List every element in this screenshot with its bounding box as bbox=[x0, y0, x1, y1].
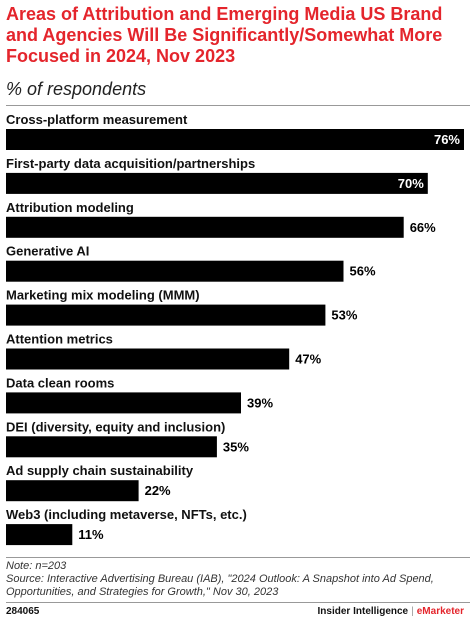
category-label: Cross-platform measurement bbox=[6, 112, 188, 127]
bar bbox=[6, 392, 241, 414]
bar bbox=[6, 524, 73, 546]
category-label: DEI (diversity, equity and inclusion) bbox=[6, 419, 225, 434]
value-label: 76% bbox=[434, 132, 460, 147]
chart-notes: Note: n=203 Source: Interactive Advertis… bbox=[6, 560, 466, 599]
value-label: 47% bbox=[295, 352, 321, 367]
bar bbox=[6, 260, 344, 282]
bar bbox=[6, 304, 326, 326]
chart-title: Areas of Attribution and Emerging Media … bbox=[6, 4, 443, 66]
bar bbox=[6, 348, 290, 370]
value-label: 56% bbox=[350, 264, 376, 279]
brand-name: Insider Intelligence bbox=[317, 606, 409, 617]
category-label: Web3 (including metaverse, NFTs, etc.) bbox=[6, 507, 247, 522]
bar bbox=[6, 216, 404, 238]
brand-separator: | bbox=[411, 606, 414, 617]
value-label: 53% bbox=[331, 308, 357, 323]
header-divider bbox=[6, 105, 470, 106]
value-label: 66% bbox=[410, 220, 436, 235]
category-label: Ad supply chain sustainability bbox=[6, 463, 194, 478]
value-label: 70% bbox=[398, 176, 424, 191]
category-label: Attribution modeling bbox=[6, 200, 134, 215]
category-label: Marketing mix modeling (MMM) bbox=[6, 288, 200, 303]
chart-subtitle: % of respondents bbox=[6, 79, 147, 99]
footer-divider bbox=[6, 602, 470, 603]
source-note: Source: Interactive Advertising Bureau (… bbox=[6, 573, 434, 598]
value-label: 22% bbox=[145, 483, 171, 498]
value-label: 35% bbox=[223, 439, 249, 454]
bar bbox=[6, 172, 428, 194]
category-label: Attention metrics bbox=[6, 332, 113, 347]
sample-note: Note: n=203 bbox=[6, 560, 67, 572]
bar bbox=[6, 129, 464, 150]
bar bbox=[6, 480, 139, 502]
bar-chart: Cross-platform measurement 76% First-party… bbox=[6, 112, 464, 546]
brand-credit: Insider Intelligence | eMarketer bbox=[318, 606, 464, 617]
category-label: First-party data acquisition/partnership… bbox=[6, 156, 255, 171]
brand-emarketer: eMarketer bbox=[416, 606, 464, 617]
chart-bottom-divider bbox=[6, 557, 470, 558]
category-label: Data clean rooms bbox=[6, 375, 114, 390]
bar bbox=[6, 436, 217, 458]
value-label: 39% bbox=[247, 395, 273, 410]
value-label: 11% bbox=[78, 527, 104, 542]
category-label: Generative AI bbox=[6, 244, 89, 259]
chart-id: 284065 bbox=[6, 606, 40, 617]
